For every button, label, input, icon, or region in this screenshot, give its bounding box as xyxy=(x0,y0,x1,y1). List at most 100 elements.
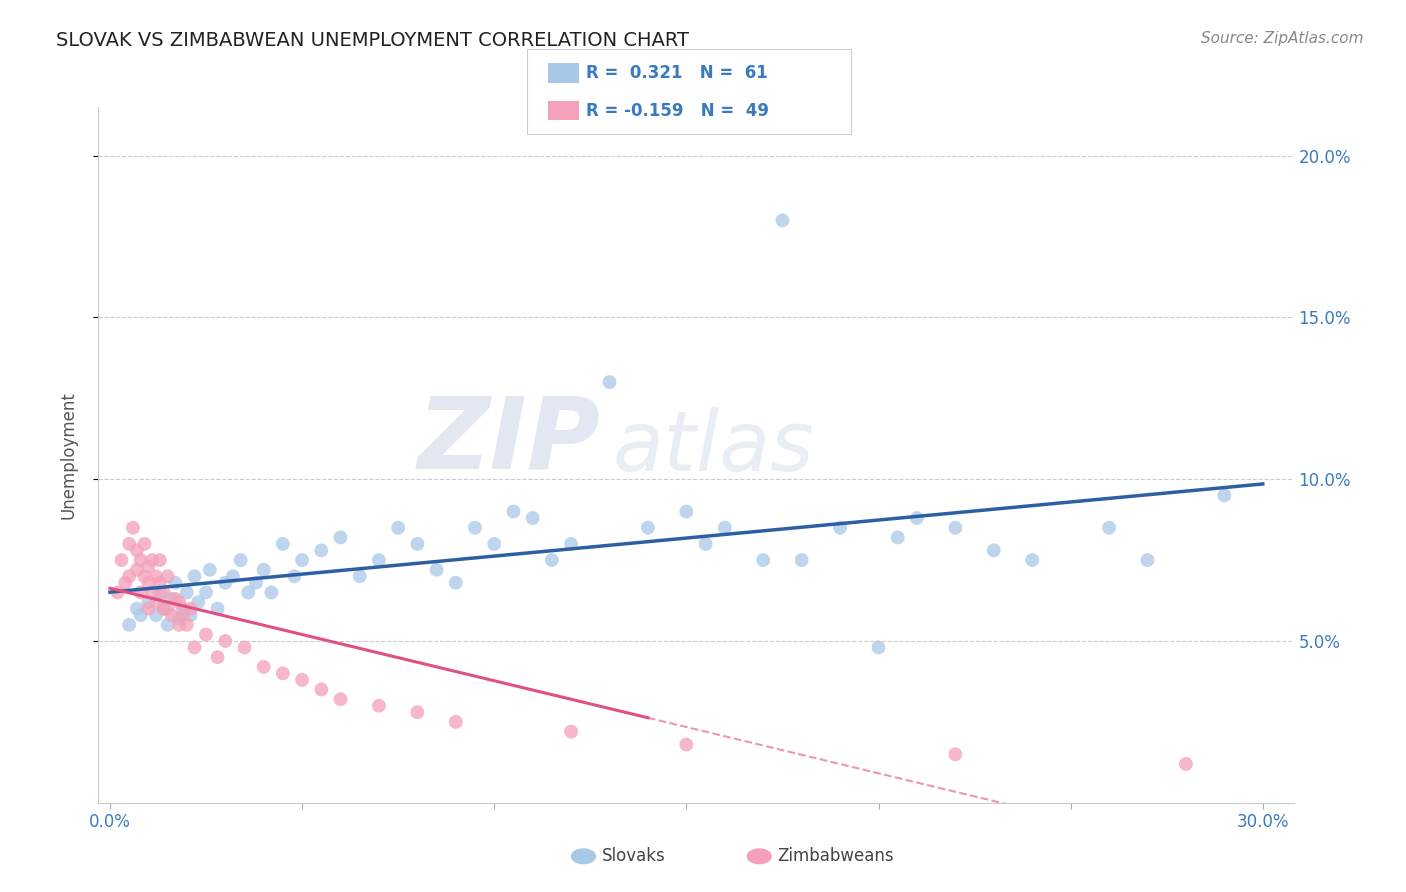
Point xyxy=(868,640,890,655)
Point xyxy=(713,521,735,535)
Point xyxy=(1021,553,1043,567)
Point xyxy=(176,617,198,632)
Point xyxy=(125,563,148,577)
Point xyxy=(165,591,187,606)
Point xyxy=(541,553,564,567)
Point xyxy=(214,575,236,590)
Point xyxy=(149,553,172,567)
Point xyxy=(145,608,167,623)
Point xyxy=(484,537,506,551)
Point xyxy=(145,569,167,583)
Point xyxy=(138,601,160,615)
Text: ZIP: ZIP xyxy=(418,392,600,490)
Point xyxy=(1098,521,1121,535)
Text: R =  0.321   N =  61: R = 0.321 N = 61 xyxy=(586,63,768,82)
Y-axis label: Unemployment: Unemployment xyxy=(59,391,77,519)
Point xyxy=(311,543,333,558)
Point xyxy=(349,569,371,583)
Point xyxy=(229,553,252,567)
Point xyxy=(260,585,283,599)
Point xyxy=(145,595,167,609)
Point xyxy=(329,692,352,706)
Point xyxy=(271,666,294,681)
Point xyxy=(122,521,145,535)
Point xyxy=(172,608,194,623)
Point xyxy=(138,575,160,590)
Point xyxy=(207,650,229,665)
Point xyxy=(152,601,174,615)
Point xyxy=(291,673,314,687)
Point xyxy=(271,537,294,551)
Point xyxy=(160,591,183,606)
Point xyxy=(183,640,205,655)
Point xyxy=(983,543,1005,558)
Point xyxy=(129,608,152,623)
Point xyxy=(180,601,202,615)
Point xyxy=(118,617,141,632)
Point xyxy=(522,511,544,525)
Point xyxy=(828,521,851,535)
Point xyxy=(149,585,172,599)
Point xyxy=(214,634,236,648)
Text: atlas: atlas xyxy=(613,408,814,489)
Point xyxy=(426,563,449,577)
Point xyxy=(387,521,409,535)
Point xyxy=(233,640,256,655)
Point xyxy=(167,617,190,632)
Point xyxy=(149,575,172,590)
Point xyxy=(176,585,198,599)
Point xyxy=(1213,488,1236,502)
Point xyxy=(180,608,202,623)
Point xyxy=(107,585,129,599)
Point xyxy=(283,569,305,583)
Point xyxy=(141,585,163,599)
Point xyxy=(118,537,141,551)
Text: Zimbabweans: Zimbabweans xyxy=(778,847,894,865)
Point xyxy=(905,511,928,525)
Point xyxy=(156,617,179,632)
Point xyxy=(156,569,179,583)
Text: R = -0.159   N =  49: R = -0.159 N = 49 xyxy=(586,102,769,120)
Point xyxy=(156,601,179,615)
Point xyxy=(167,595,190,609)
Point xyxy=(675,504,697,518)
Point xyxy=(886,531,908,545)
Point xyxy=(114,575,136,590)
Point xyxy=(790,553,813,567)
Point xyxy=(560,724,582,739)
Point xyxy=(253,563,276,577)
Point xyxy=(195,585,218,599)
Point xyxy=(195,627,218,641)
Point xyxy=(943,521,966,535)
Point xyxy=(329,531,352,545)
Point xyxy=(134,569,156,583)
Point xyxy=(129,553,152,567)
Point xyxy=(110,553,132,567)
Point xyxy=(675,738,697,752)
Point xyxy=(222,569,245,583)
Point xyxy=(207,601,229,615)
Point xyxy=(152,601,174,615)
Point xyxy=(291,553,314,567)
Point xyxy=(502,504,524,518)
Point xyxy=(599,375,621,389)
Point xyxy=(245,575,267,590)
Point xyxy=(406,705,429,719)
Point xyxy=(134,537,156,551)
Point xyxy=(183,569,205,583)
Point xyxy=(368,698,391,713)
Point xyxy=(165,575,187,590)
Text: SLOVAK VS ZIMBABWEAN UNEMPLOYMENT CORRELATION CHART: SLOVAK VS ZIMBABWEAN UNEMPLOYMENT CORREL… xyxy=(56,31,689,50)
Point xyxy=(368,553,391,567)
Point xyxy=(118,569,141,583)
Point xyxy=(253,660,276,674)
Point xyxy=(770,213,793,227)
Point xyxy=(560,537,582,551)
Point xyxy=(695,537,717,551)
Point xyxy=(1136,553,1159,567)
Point xyxy=(637,521,659,535)
Point xyxy=(238,585,260,599)
Point xyxy=(1174,756,1197,771)
Point xyxy=(187,595,209,609)
Point xyxy=(129,585,152,599)
